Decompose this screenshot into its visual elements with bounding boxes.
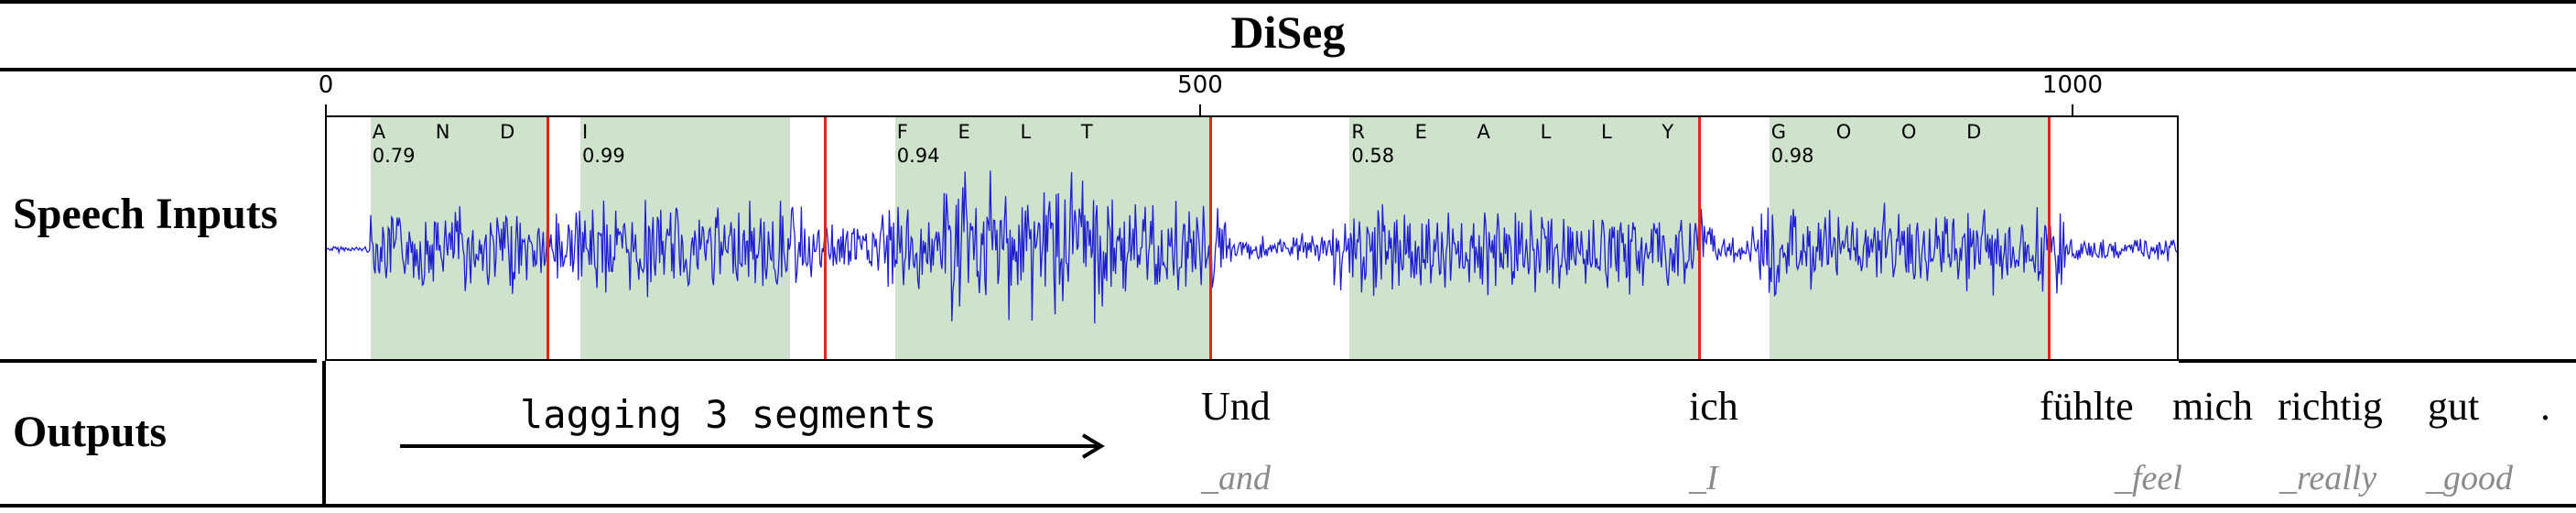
segment-felt xyxy=(894,117,1210,359)
segment-letters-i: I xyxy=(581,121,611,143)
gloss-good: _good xyxy=(2426,459,2513,497)
speech-inputs-label: Speech Inputs xyxy=(13,190,278,238)
segment-letters-really: R E A L L Y xyxy=(1351,121,1696,143)
gloss-i: _I xyxy=(1689,459,1718,497)
segment-boundary xyxy=(824,117,828,359)
waveform-plot: A N D 0.79 I 0.99 F E L T 0.94 R E A L L… xyxy=(325,115,2179,361)
row-divider-right xyxy=(2179,359,2576,363)
tick-mark-0 xyxy=(325,104,327,115)
segment-boundary xyxy=(1208,117,1212,359)
tick-mark-1000 xyxy=(2072,104,2073,115)
gloss-and: _and xyxy=(1201,459,1271,497)
segment-score-and: 0.79 xyxy=(372,145,416,167)
output-word-gut: gut xyxy=(2428,384,2480,429)
lag-arrow xyxy=(400,433,1105,459)
segment-boundary xyxy=(1698,117,1702,359)
tick-label-1000: 1000 xyxy=(2041,71,2104,99)
segment-letters-and: A N D xyxy=(372,121,537,143)
tick-label-500: 500 xyxy=(1177,71,1223,99)
gloss-really: _really xyxy=(2279,459,2377,497)
figure-title: DiSeg xyxy=(1230,6,1346,58)
speech-waveform xyxy=(327,170,2177,324)
segment-score-really: 0.58 xyxy=(1351,145,1395,167)
output-word-mich: mich xyxy=(2172,384,2253,429)
output-period: . xyxy=(2540,384,2550,429)
tick-mark-500 xyxy=(1199,104,1201,115)
segment-score-i: 0.99 xyxy=(581,145,625,167)
output-word-und: Und xyxy=(1201,384,1271,429)
segment-letters-good: G O O D xyxy=(1770,121,2004,143)
outputs-label: Outputs xyxy=(13,408,168,456)
segment-boundary xyxy=(2048,117,2051,359)
bottom-border xyxy=(0,504,2576,508)
lagging-annotation: lagging 3 segments xyxy=(520,392,937,437)
output-word-fuhlte: fühlte xyxy=(2040,384,2134,429)
outputs-vertical-divider xyxy=(322,361,326,506)
title-divider xyxy=(0,68,2576,71)
segment-score-good: 0.98 xyxy=(1770,145,1814,167)
waveform-trace xyxy=(327,170,2177,324)
segment-score-felt: 0.94 xyxy=(896,145,940,167)
row-divider xyxy=(0,359,317,363)
tick-label-0: 0 xyxy=(318,71,334,99)
segment-letters-felt: F E L T xyxy=(896,121,1115,143)
segment-boundary xyxy=(546,117,549,359)
top-border xyxy=(0,0,2576,4)
output-word-richtig: richtig xyxy=(2278,384,2383,429)
gloss-feel: _feel xyxy=(2115,459,2182,497)
output-word-ich: ich xyxy=(1689,384,1738,429)
